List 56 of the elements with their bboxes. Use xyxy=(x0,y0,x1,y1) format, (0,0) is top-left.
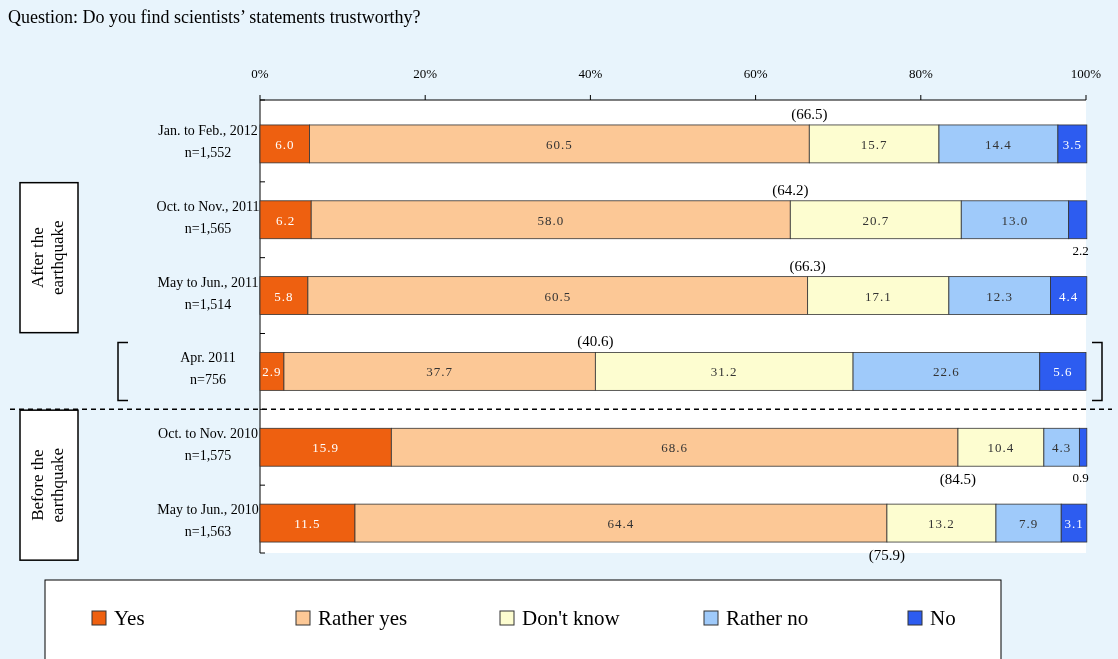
data-label: 3.1 xyxy=(1064,516,1084,532)
annotation: (64.2) xyxy=(772,181,809,199)
legend-label: No xyxy=(930,606,956,630)
data-label: 14.4 xyxy=(985,136,1012,152)
data-label: 17.1 xyxy=(864,288,892,304)
data-label: 12.3 xyxy=(986,288,1014,304)
data-label: 13.0 xyxy=(1001,212,1029,228)
x-tick-label: 40% xyxy=(578,66,603,81)
data-label: 4.3 xyxy=(1052,440,1072,456)
x-tick-label: 100% xyxy=(1070,66,1102,81)
chart-title: Question: Do you find scientists’ statements trustworthy? xyxy=(8,7,421,27)
legend-label: Rather no xyxy=(726,606,809,630)
data-label: 10.4 xyxy=(987,440,1015,456)
annotation: (40.6) xyxy=(577,333,614,351)
annotation: (75.9) xyxy=(868,547,906,565)
data-label: 6.0 xyxy=(275,136,295,152)
y-tick-label: Jan. to Feb., 2012 n=1,552 xyxy=(158,122,258,160)
y-tick-label: May to Jun., 2010 n=1,563 xyxy=(157,502,259,540)
data-label: 13.2 xyxy=(928,516,955,532)
annotation: (66.5) xyxy=(791,105,828,123)
data-label: 11.5 xyxy=(294,516,321,532)
text: After the earthquake xyxy=(28,220,67,295)
legend-label: Yes xyxy=(114,606,145,630)
x-tick-label: 20% xyxy=(413,66,438,81)
data-label: 4.4 xyxy=(1059,288,1079,304)
data-label: 5.6 xyxy=(1053,364,1073,380)
data-label: 2.2 xyxy=(1072,242,1089,258)
y-tick-label: Oct. to Nov. 2010 n=1,575 xyxy=(158,426,258,464)
y-tick-label: Apr. 2011 n=756 xyxy=(180,350,236,388)
x-tick-label: 60% xyxy=(743,66,768,81)
data-label: 58.0 xyxy=(537,212,565,228)
text: Before the earthquake xyxy=(28,447,67,523)
data-label: 3.5 xyxy=(1062,136,1082,152)
data-label: 64.4 xyxy=(607,516,635,532)
x-tick-label: 80% xyxy=(908,66,933,81)
data-label: 68.6 xyxy=(661,440,689,456)
data-label: 60.5 xyxy=(546,136,573,152)
legend-label: Don't know xyxy=(522,606,621,630)
data-label: 7.9 xyxy=(1018,516,1039,532)
data-label: 20.7 xyxy=(862,212,890,228)
annotation: (84.5) xyxy=(939,471,977,489)
y-tick-label: Oct. to Nov., 2011 n=1,565 xyxy=(156,198,260,236)
data-label: 37.7 xyxy=(426,364,454,380)
data-label: 15.9 xyxy=(312,440,340,456)
data-label: 60.5 xyxy=(544,288,572,304)
data-label: 5.8 xyxy=(274,288,294,304)
data-label: 15.7 xyxy=(860,136,888,152)
x-tick-label: 0% xyxy=(251,66,269,81)
annotation: (66.3) xyxy=(789,257,826,275)
legend-label: Rather yes xyxy=(318,606,408,630)
data-label: 6.2 xyxy=(275,212,296,228)
data-label: 31.2 xyxy=(710,364,738,380)
data-label: 0.9 xyxy=(1072,470,1089,486)
y-tick-label: May to Jun., 2011 n=1,514 xyxy=(157,274,259,312)
data-label: 2.9 xyxy=(262,364,282,380)
data-label: 22.6 xyxy=(933,364,960,380)
